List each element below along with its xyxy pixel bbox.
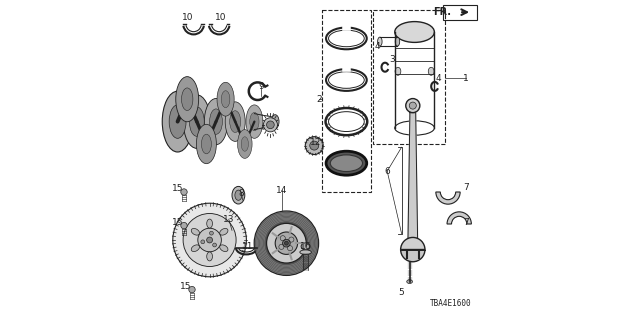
Circle shape [189,286,195,293]
Ellipse shape [169,105,186,138]
Ellipse shape [237,130,252,158]
Ellipse shape [230,111,241,132]
Text: 8: 8 [239,189,244,198]
Ellipse shape [220,228,228,235]
Ellipse shape [395,22,435,43]
Ellipse shape [246,105,263,138]
Ellipse shape [301,243,310,250]
Circle shape [209,231,213,235]
Wedge shape [401,250,425,262]
Text: TBA4E1600: TBA4E1600 [430,300,472,308]
Text: 1: 1 [463,74,468,83]
Circle shape [181,189,187,195]
Ellipse shape [300,250,312,254]
Text: 5: 5 [399,288,404,297]
Ellipse shape [378,37,382,46]
Circle shape [254,211,319,275]
Circle shape [207,237,212,243]
Circle shape [284,241,288,245]
Ellipse shape [182,88,193,110]
Text: 4: 4 [375,42,380,51]
Wedge shape [447,212,471,224]
Circle shape [310,141,319,150]
Text: 15: 15 [172,184,183,193]
Text: 14: 14 [276,186,287,195]
Wedge shape [436,192,460,204]
Circle shape [267,223,306,263]
Ellipse shape [407,280,413,284]
Circle shape [264,118,278,132]
Text: 17: 17 [252,117,263,126]
Ellipse shape [221,91,230,108]
Text: 7: 7 [463,183,468,192]
Ellipse shape [207,219,212,228]
Text: 11: 11 [243,242,253,251]
Circle shape [283,239,290,247]
Ellipse shape [330,155,362,172]
Text: 15: 15 [180,282,191,291]
Text: 2: 2 [316,95,321,104]
Wedge shape [401,237,425,250]
Circle shape [173,203,246,277]
Circle shape [183,213,236,267]
Text: 9: 9 [258,82,264,91]
Circle shape [212,243,216,247]
Circle shape [406,99,420,113]
Ellipse shape [209,109,223,134]
Ellipse shape [163,91,193,152]
Circle shape [181,222,187,229]
Ellipse shape [225,102,245,141]
Ellipse shape [235,190,242,200]
Ellipse shape [176,77,198,122]
Text: 15: 15 [172,218,183,227]
Ellipse shape [202,134,211,154]
Ellipse shape [196,124,216,164]
Ellipse shape [189,107,204,136]
Text: 7: 7 [463,218,468,227]
Ellipse shape [396,37,399,46]
Ellipse shape [220,245,228,252]
Text: 10: 10 [215,13,227,22]
Ellipse shape [191,228,200,235]
Polygon shape [408,113,418,238]
Text: 4: 4 [436,74,441,83]
Ellipse shape [326,151,367,175]
Text: 10: 10 [182,13,193,22]
Circle shape [305,137,323,155]
Ellipse shape [241,137,248,151]
Ellipse shape [204,99,228,145]
Ellipse shape [191,245,200,252]
Text: 16: 16 [300,242,311,251]
Text: FR.: FR. [433,7,451,17]
Text: 6: 6 [385,167,390,176]
Text: 12: 12 [310,138,321,147]
Text: 13: 13 [223,215,234,224]
Ellipse shape [217,82,234,116]
Circle shape [275,232,298,254]
Circle shape [201,240,205,244]
Ellipse shape [395,67,401,75]
Text: 3: 3 [389,55,395,64]
Ellipse shape [271,115,279,129]
Ellipse shape [428,67,434,75]
Ellipse shape [250,112,259,131]
Ellipse shape [207,252,212,261]
Ellipse shape [232,186,245,204]
Circle shape [410,102,417,109]
Ellipse shape [183,95,211,148]
Circle shape [266,121,274,129]
Circle shape [198,228,221,252]
